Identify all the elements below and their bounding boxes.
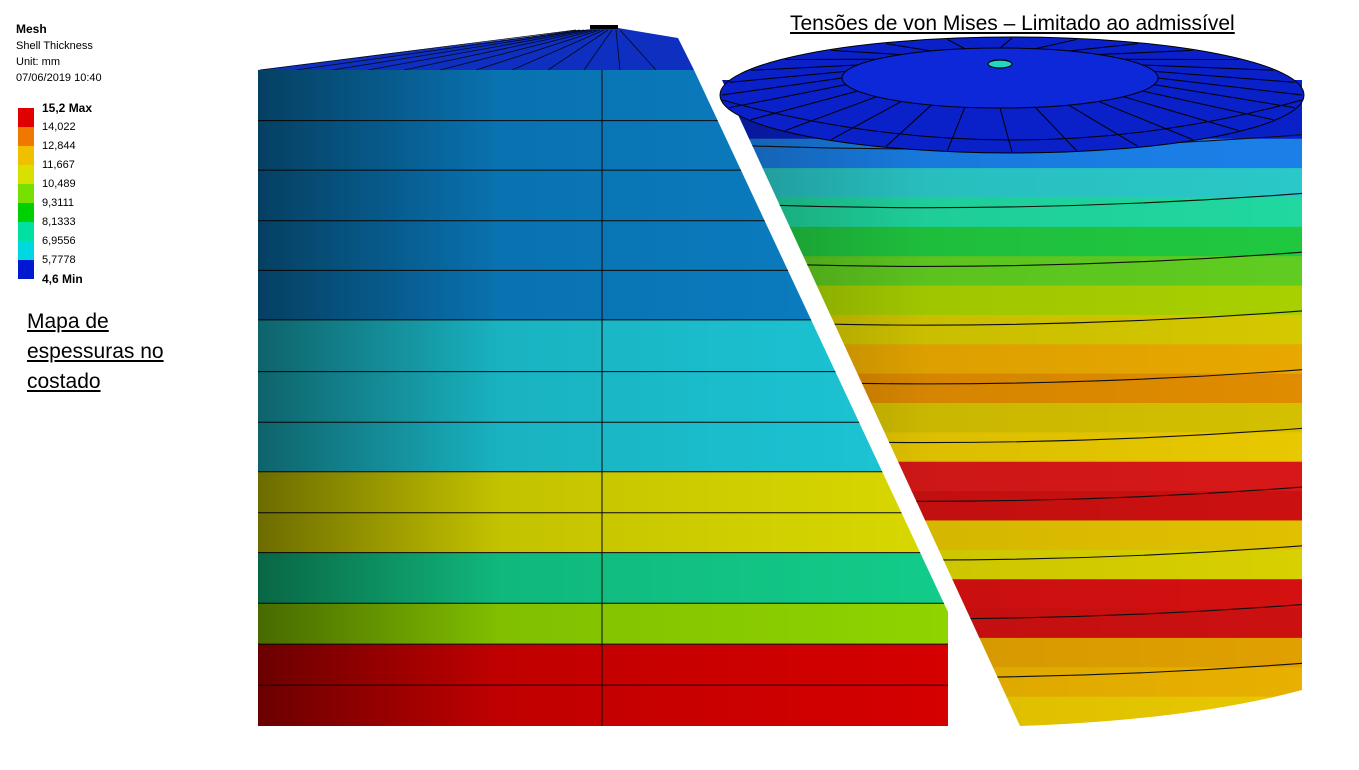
legend-label: 4,6 Min: [42, 272, 83, 286]
roof-rafter: [511, 29, 605, 71]
roof-rafter: [1142, 64, 1274, 71]
legend-swatch: [18, 203, 34, 222]
legend-label: 15,2 Max: [42, 101, 93, 115]
thickness-roof: [258, 25, 694, 71]
roof-rafter: [721, 77, 843, 96]
legend-label: 11,667: [42, 159, 75, 171]
roof-rafter: [785, 96, 877, 132]
legend-swatch: [18, 127, 34, 146]
roof-rafter: [403, 29, 593, 71]
roof-rafter: [1142, 90, 1274, 121]
roof-rafter: [1123, 96, 1239, 132]
legend-swatch: [18, 222, 34, 241]
roof-rafter: [999, 37, 1013, 49]
roof-rafter: [1098, 100, 1193, 141]
legend-scale: 15,2 Max 14,022 12,844 11,667 10,489 9,3111 8,…: [16, 101, 146, 286]
roof-nozzle: [987, 59, 1013, 69]
legend-swatch: [18, 146, 34, 165]
legend-label: 5,7778: [42, 254, 76, 266]
legend-swatch: [18, 260, 34, 279]
roof-rafter: [1098, 49, 1193, 56]
roof-rafter: [830, 101, 902, 141]
thickness-caption: Mapa de espessuras no costado: [27, 310, 164, 393]
roof-center-plate: [841, 47, 1159, 109]
legend-label: 6,9556: [42, 235, 76, 247]
roof-rafter: [259, 29, 577, 71]
legend-swatch: [18, 165, 34, 184]
roof-rafter: [1153, 84, 1295, 109]
roof-rafter: [1153, 70, 1295, 83]
roof-rafter: [750, 64, 858, 71]
legend-label: 9,3111: [42, 197, 75, 209]
roof-nozzle: [590, 25, 618, 29]
roof-rafter: [619, 29, 657, 71]
legend-title: Mesh: [16, 22, 47, 36]
roof-rafter: [583, 29, 613, 71]
roof-rafter: [295, 29, 581, 71]
roof-plate: [258, 28, 694, 70]
roof-rim: [721, 99, 1303, 141]
legend-swatch: [18, 184, 34, 203]
roof-rafter: [331, 29, 585, 71]
legend-unit: Unit: mm: [16, 56, 60, 68]
roof-rafter: [1068, 104, 1139, 147]
roof-rafter: [547, 29, 609, 71]
roof-rafter: [475, 29, 601, 71]
roof-rafter: [885, 104, 932, 147]
roof-rafter: [947, 38, 966, 50]
roof-rafter: [886, 43, 932, 52]
roof-rafter: [1157, 77, 1303, 96]
roof-rafter: [439, 29, 597, 71]
legend-label: 8,1333: [42, 216, 76, 228]
color-legend: Mesh Shell Thickness Unit: mm 07/06/2019…: [16, 22, 146, 286]
roof-rafter: [1068, 43, 1138, 52]
roof-rafter: [999, 107, 1013, 153]
roof-rafter: [729, 84, 847, 109]
legend-subtitle: Shell Thickness: [16, 40, 93, 52]
legend-swatch: [18, 108, 34, 127]
stress-caption: Tensões de von Mises – Limitado ao admis…: [790, 12, 1235, 35]
roof-rafter: [947, 107, 966, 151]
roof-rafter: [750, 90, 858, 121]
roof-rafter: [615, 29, 621, 71]
legend-timestamp: 07/06/2019 10:40: [16, 72, 102, 84]
legend-label: 10,489: [42, 178, 76, 190]
roof-rafter: [729, 70, 847, 83]
legend-label: 12,844: [42, 140, 76, 152]
roof-rafter: [831, 49, 902, 56]
legend-label: 14,022: [42, 121, 76, 133]
roof-rafter: [367, 29, 589, 71]
legend-swatch: [18, 241, 34, 260]
roof-rafter: [1035, 38, 1077, 50]
roof-rafter: [1034, 106, 1077, 151]
